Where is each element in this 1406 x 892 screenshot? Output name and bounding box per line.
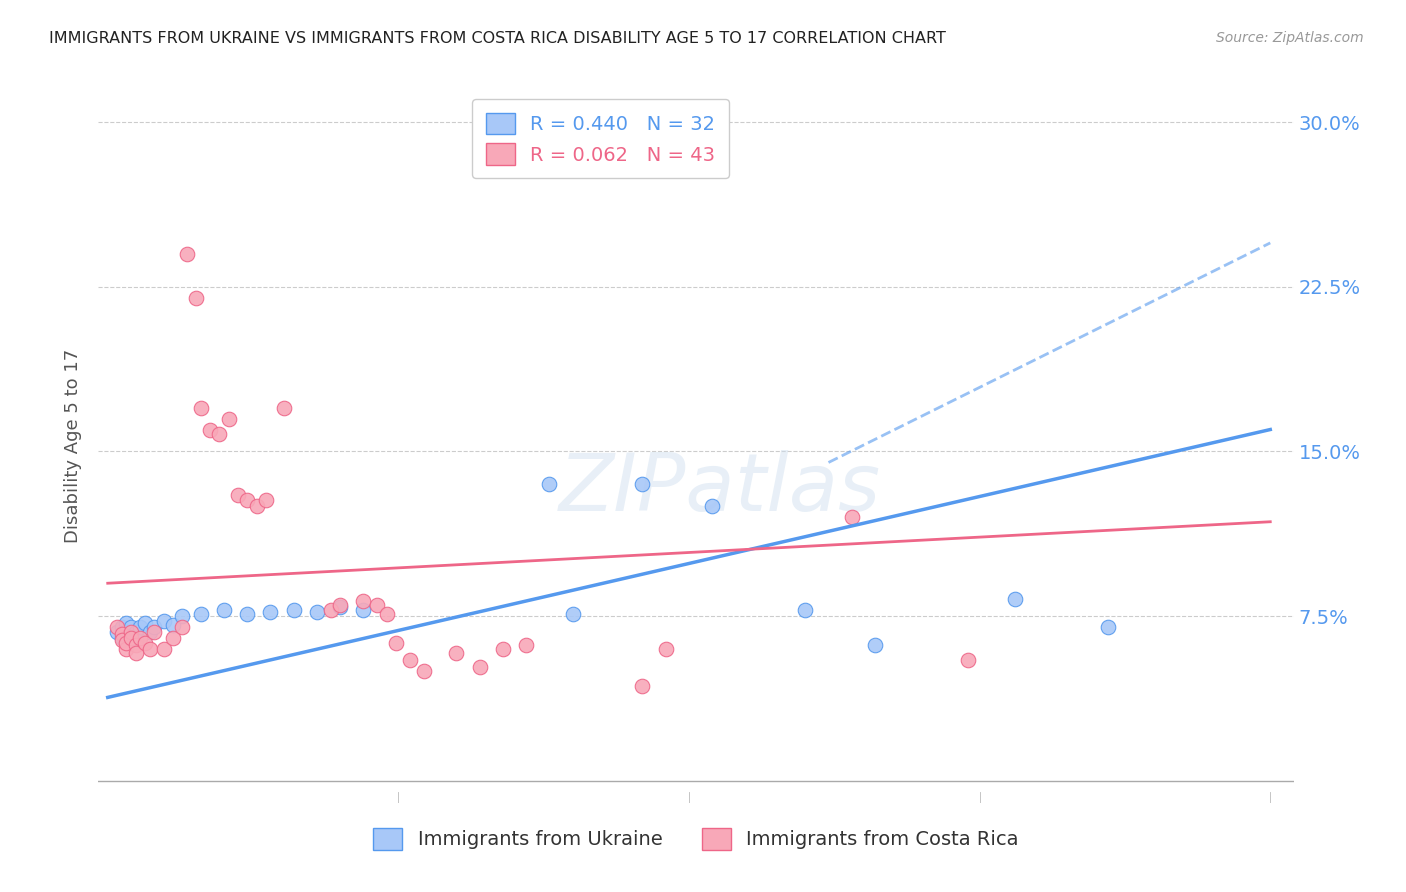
- Point: [655, 642, 678, 657]
- Text: Source: ZipAtlas.com: Source: ZipAtlas.com: [1216, 31, 1364, 45]
- Point: [111, 626, 134, 640]
- Text: IMMIGRANTS FROM UKRAINE VS IMMIGRANTS FROM COSTA RICA DISABILITY AGE 5 TO 17 COR: IMMIGRANTS FROM UKRAINE VS IMMIGRANTS FR…: [49, 31, 946, 46]
- Point: [124, 633, 146, 648]
- Point: [198, 423, 221, 437]
- Point: [115, 615, 138, 630]
- Point: [259, 605, 281, 619]
- Point: [138, 624, 160, 639]
- Point: [329, 598, 352, 612]
- Point: [152, 642, 174, 657]
- Point: [254, 492, 277, 507]
- Point: [273, 401, 295, 415]
- Point: [631, 477, 654, 491]
- Y-axis label: Disability Age 5 to 17: Disability Age 5 to 17: [65, 349, 83, 543]
- Point: [115, 642, 138, 657]
- Point: [375, 607, 398, 621]
- Point: [143, 624, 166, 639]
- Point: [538, 477, 561, 491]
- Point: [172, 620, 194, 634]
- Point: [245, 500, 267, 514]
- Point: [366, 598, 388, 612]
- Point: [124, 624, 146, 639]
- Point: [111, 631, 134, 645]
- Point: [176, 247, 198, 261]
- Point: [162, 631, 184, 645]
- Point: [105, 624, 128, 639]
- Point: [956, 653, 979, 667]
- Point: [468, 659, 491, 673]
- Point: [794, 602, 817, 616]
- Point: [124, 638, 146, 652]
- Point: [631, 680, 654, 694]
- Point: [218, 411, 240, 425]
- Point: [305, 605, 328, 619]
- Point: [129, 620, 152, 634]
- Point: [190, 401, 212, 415]
- Point: [446, 647, 468, 661]
- Point: [283, 602, 305, 616]
- Point: [863, 638, 886, 652]
- Point: [226, 488, 249, 502]
- Point: [208, 426, 231, 441]
- Point: [236, 607, 259, 621]
- Point: [111, 633, 134, 648]
- Point: [162, 618, 184, 632]
- Legend: Immigrants from Ukraine, Immigrants from Costa Rica: Immigrants from Ukraine, Immigrants from…: [366, 821, 1026, 857]
- Point: [152, 614, 174, 628]
- Point: [120, 631, 142, 645]
- Point: [134, 635, 156, 649]
- Point: [515, 638, 537, 652]
- Point: [702, 500, 724, 514]
- Point: [353, 594, 375, 608]
- Point: [561, 607, 583, 621]
- Point: [120, 624, 142, 639]
- Point: [120, 629, 142, 643]
- Point: [1097, 620, 1119, 634]
- Point: [115, 635, 138, 649]
- Point: [129, 631, 152, 645]
- Point: [120, 620, 142, 634]
- Point: [385, 635, 408, 649]
- Text: ZIPatlas: ZIPatlas: [558, 450, 882, 528]
- Point: [841, 510, 863, 524]
- Point: [212, 602, 235, 616]
- Point: [190, 607, 212, 621]
- Point: [105, 620, 128, 634]
- Point: [236, 492, 259, 507]
- Point: [111, 620, 134, 634]
- Point: [413, 664, 436, 678]
- Point: [184, 291, 207, 305]
- Point: [115, 624, 138, 639]
- Point: [353, 602, 375, 616]
- Point: [319, 602, 342, 616]
- Point: [134, 615, 156, 630]
- Point: [124, 647, 146, 661]
- Point: [143, 620, 166, 634]
- Point: [172, 609, 194, 624]
- Point: [1004, 591, 1026, 606]
- Point: [329, 600, 352, 615]
- Point: [399, 653, 422, 667]
- Point: [492, 642, 515, 657]
- Point: [138, 642, 160, 657]
